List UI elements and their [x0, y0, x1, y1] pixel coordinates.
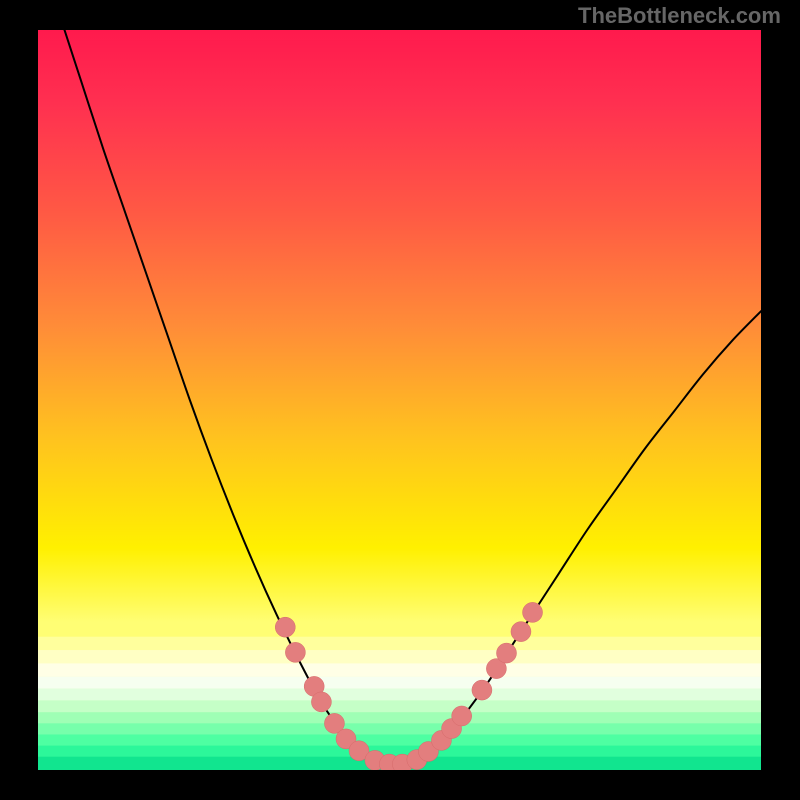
bottom-bands [38, 622, 761, 770]
chart-svg [0, 0, 800, 800]
data-marker [452, 706, 472, 726]
watermark-text: TheBottleneck.com [578, 3, 781, 29]
data-marker [311, 692, 331, 712]
data-marker [285, 642, 305, 662]
data-marker [275, 617, 295, 637]
data-marker [511, 622, 531, 642]
data-marker [523, 602, 543, 622]
chart-stage: TheBottleneck.com [0, 0, 800, 800]
data-marker [497, 643, 517, 663]
data-marker [472, 680, 492, 700]
